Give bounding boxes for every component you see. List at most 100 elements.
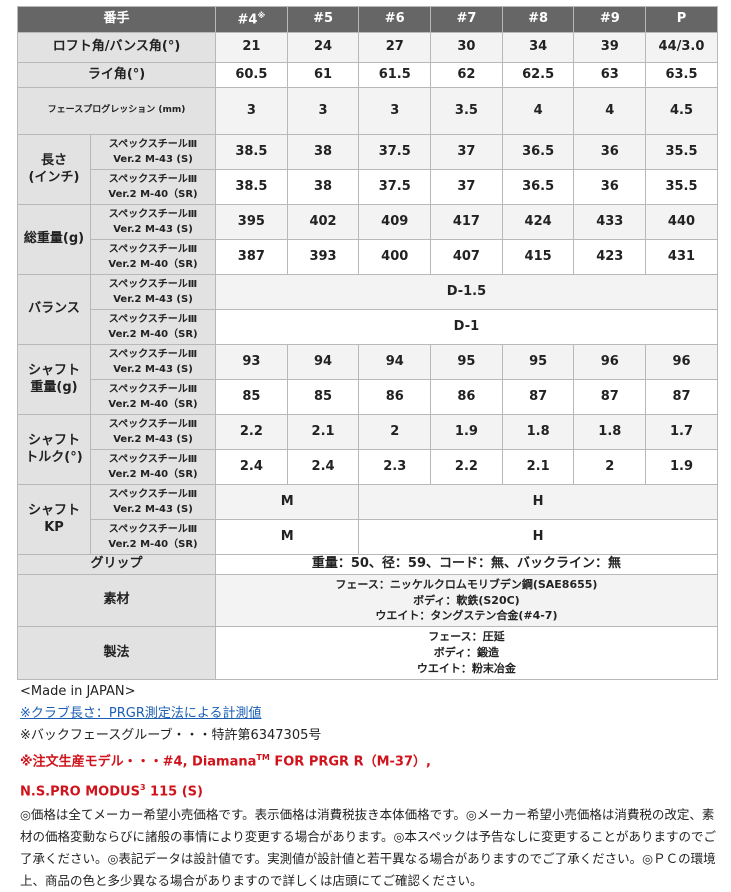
- made-in: <Made in JAPAN>: [20, 684, 136, 699]
- value-cell: 2.3: [358, 449, 432, 485]
- value-cell: 400: [358, 239, 432, 275]
- order-note: ※注文生産モデル・・・#4, DiamanaTM FOR PRGR R（M-37…: [20, 753, 431, 770]
- value-span: D-1: [215, 309, 718, 345]
- value-cell: 87: [573, 379, 647, 415]
- value-cell: 2.2: [430, 449, 503, 485]
- value-cell: 3.5: [430, 87, 503, 135]
- value-cell: 85: [215, 379, 288, 415]
- value-cell: 38.5: [215, 134, 288, 170]
- shaft-label: スペックスチールⅢ Ver.2 M-43 (S): [89, 414, 217, 450]
- row-label: ライ角(°): [16, 62, 217, 88]
- value-cell: 2: [573, 449, 647, 485]
- value-span: H: [358, 519, 718, 555]
- value-cell: 61: [286, 62, 360, 88]
- value-cell: 37.5: [358, 169, 432, 205]
- value-cell: 407: [430, 239, 503, 275]
- value-cell: 61.5: [358, 62, 432, 88]
- value-cell: 2.1: [501, 449, 575, 485]
- shaft-label: スペックスチールⅢ Ver.2 M-40（SR): [89, 239, 217, 275]
- value-cell: 431: [645, 239, 718, 275]
- value-cell: 393: [286, 239, 360, 275]
- group-label: シャフト 重量(g): [17, 344, 91, 415]
- value-cell: 1.9: [430, 414, 503, 450]
- value-cell: 4: [501, 87, 575, 135]
- method-label: 製法: [16, 626, 217, 680]
- table-row: ロフト角/バンス角(°) 21 24 27 30 34 39 44/3.0: [16, 32, 718, 63]
- row-label: フェースプログレッション (mm): [16, 87, 217, 135]
- value-cell: 93: [215, 344, 288, 380]
- value-cell: 87: [501, 379, 575, 415]
- value-cell: 424: [501, 204, 575, 240]
- table-row: 製法 フェース：圧延 ボディ：鍛造 ウエイト：粉末冶金: [16, 626, 718, 680]
- value-cell: 36: [573, 134, 647, 170]
- value-cell: 38: [286, 134, 360, 170]
- header-label: 番手: [16, 6, 217, 33]
- grip-value: 重量：50、径：59、コード：無、バックライン：無: [215, 554, 718, 575]
- header-col: #4※: [215, 6, 288, 33]
- shaft-label: スペックスチールⅢ Ver.2 M-40（SR): [89, 449, 217, 485]
- value-cell: 95: [430, 344, 503, 380]
- value-cell: 395: [215, 204, 288, 240]
- value-cell: 35.5: [645, 169, 718, 205]
- table-row: フェースプログレッション (mm) 3 3 3 3.5 4 4 4.5: [16, 87, 718, 135]
- table-row: グリップ 重量：50、径：59、コード：無、バックライン：無: [16, 554, 718, 575]
- value-cell: 35.5: [645, 134, 718, 170]
- table-row: 素材 フェース：ニッケルクロムモリブデン鋼(SAE8655) ボディ：軟鉄(S20C…: [16, 574, 718, 627]
- value-cell: 417: [430, 204, 503, 240]
- shaft-label: スペックスチールⅢ Ver.2 M-43 (S): [89, 344, 217, 380]
- value-cell: 86: [430, 379, 503, 415]
- shaft-label: スペックスチールⅢ Ver.2 M-43 (S): [89, 274, 217, 310]
- value-cell: 36.5: [501, 169, 575, 205]
- value-cell: 37: [430, 169, 503, 205]
- club-length-link[interactable]: ※クラブ長さ：PRGR測定法による計測値: [20, 706, 262, 721]
- shaft-label: スペックスチールⅢ Ver.2 M-43 (S): [89, 134, 217, 170]
- value-span: H: [358, 484, 718, 520]
- value-cell: 1.7: [645, 414, 718, 450]
- value-cell: 3: [215, 87, 288, 135]
- value-cell: 440: [645, 204, 718, 240]
- value-cell: 4: [573, 87, 647, 135]
- value-cell: 36: [573, 169, 647, 205]
- table-row: 番手 #4※ #5 #6 #7 #8 #9 P: [16, 6, 718, 33]
- shaft-label: スペックスチールⅢ Ver.2 M-40（SR): [89, 169, 217, 205]
- shaft-label: スペックスチールⅢ Ver.2 M-40（SR): [89, 309, 217, 345]
- value-cell: 87: [645, 379, 718, 415]
- value-cell: 96: [573, 344, 647, 380]
- value-cell: 1.8: [501, 414, 575, 450]
- table-row: シャフト KP スペックスチールⅢ Ver.2 M-43 (S) M H: [17, 484, 718, 555]
- header-col: #9: [573, 6, 647, 33]
- group-label: シャフト KP: [17, 484, 91, 555]
- value-cell: 1.9: [645, 449, 718, 485]
- value-cell: 60.5: [215, 62, 288, 88]
- value-cell: 409: [358, 204, 432, 240]
- value-cell: 38.5: [215, 169, 288, 205]
- value-cell: 27: [358, 32, 432, 63]
- value-cell: 63: [573, 62, 647, 88]
- value-cell: 2.4: [286, 449, 360, 485]
- modus-note: N.S.PRO MODUS3 115 (S): [20, 783, 203, 800]
- table-row: スペックスチールⅢ Ver.2 M-40（SR) D-1: [18, 309, 718, 345]
- table-row: 総重量(g) スペックスチールⅢ Ver.2 M-43 (S) 395 402 409 41…: [17, 204, 718, 275]
- value-cell: 94: [358, 344, 432, 380]
- table-row: 長さ (インチ) スペックスチールⅢ Ver.2 M-43 (S) 38.5 38 37.5…: [17, 134, 718, 205]
- value-span: M: [215, 484, 360, 520]
- value-cell: 34: [501, 32, 575, 63]
- method-value: フェース：圧延 ボディ：鍛造 ウエイト：粉末冶金: [215, 626, 718, 680]
- value-cell: 3: [358, 87, 432, 135]
- table-row: スペックスチールⅢ Ver.2 M-40（SR) 38.5 38 37.5 37 36.5 3…: [18, 169, 718, 205]
- group-label: バランス: [17, 274, 91, 345]
- value-cell: 86: [358, 379, 432, 415]
- header-col: #8: [501, 6, 575, 33]
- table-row: スペックスチールⅢ Ver.2 M-40（SR) 85 85 86 86 87 87 87: [18, 379, 718, 415]
- shaft-label: スペックスチールⅢ Ver.2 M-40（SR): [89, 379, 217, 415]
- table-row: シャフト トルク(°) スペックスチールⅢ Ver.2 M-43 (S) 2.2 2.1 2…: [17, 414, 718, 485]
- table-row: スペックスチールⅢ Ver.2 M-40（SR) 2.4 2.4 2.3 2.2 2.1 2 1…: [18, 449, 718, 485]
- value-cell: 62.5: [501, 62, 575, 88]
- table-row: バランス スペックスチールⅢ Ver.2 M-43 (S) D-1.5: [17, 274, 718, 345]
- group-label: シャフト トルク(°): [17, 414, 91, 485]
- group-label: 総重量(g): [17, 204, 91, 275]
- table-row: ライ角(°) 60.5 61 61.5 62 62.5 63 63.5: [16, 62, 718, 88]
- grip-label: グリップ: [16, 554, 217, 575]
- value-cell: 21: [215, 32, 288, 63]
- value-cell: 415: [501, 239, 575, 275]
